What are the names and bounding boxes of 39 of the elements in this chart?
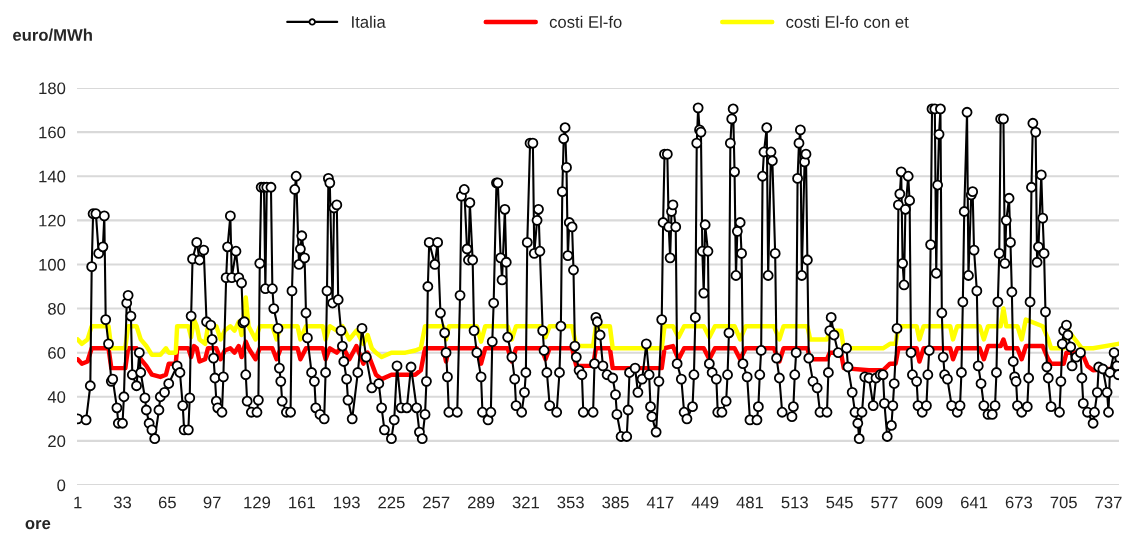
y-tick-label: 180 — [39, 82, 66, 95]
x-tick-label: 353 — [557, 496, 584, 509]
x-tick-label: 673 — [1005, 496, 1033, 509]
x-tick-label: 449 — [691, 496, 719, 509]
x-tick-label: 737 — [1095, 496, 1122, 509]
x-tick-label: 417 — [646, 496, 674, 509]
x-tick-label: 161 — [289, 496, 315, 509]
x-tick-label: 65 — [158, 496, 176, 509]
x-tick-label: 513 — [781, 496, 808, 509]
x-tick-label: 609 — [916, 496, 943, 509]
y-tick-label: 20 — [48, 435, 66, 448]
x-tick-label: 705 — [1050, 496, 1077, 509]
y-tick-label: 40 — [47, 391, 66, 403]
x-tick-label: 321 — [512, 496, 539, 509]
x-tick-label: 1 — [74, 496, 82, 509]
legend-label: costi El-fo — [549, 15, 622, 28]
x-tick-label: 385 — [602, 496, 629, 509]
legend-label: Italia — [352, 15, 386, 28]
x-tick-label: 545 — [826, 496, 853, 509]
x-tick-label: 481 — [736, 496, 764, 509]
y-tick-label: 60 — [48, 347, 66, 359]
y-tick-label: 80 — [48, 302, 66, 315]
legend-label: costi El-fo con et — [786, 15, 909, 28]
x-tick-label: 193 — [333, 496, 360, 509]
x-tick-label: 129 — [244, 496, 271, 509]
y-tick-label: 100 — [39, 258, 66, 271]
x-tick-label: 257 — [423, 496, 450, 509]
y-tick-label: 140 — [39, 170, 66, 183]
y-tick-label: 160 — [39, 126, 66, 139]
y-tick-label: 120 — [39, 214, 66, 227]
x-tick-label: 641 — [960, 496, 988, 509]
y-tick-label: 0 — [57, 479, 66, 492]
x-axis-title: ore — [25, 520, 51, 530]
x-tick-label: 225 — [378, 496, 405, 509]
y-axis-title: euro/MWh — [13, 28, 92, 42]
x-tick-label: 577 — [871, 496, 898, 509]
x-tick-label: 33 — [113, 496, 132, 509]
x-tick-label: 97 — [203, 496, 221, 509]
x-tick-label: 289 — [467, 496, 495, 509]
